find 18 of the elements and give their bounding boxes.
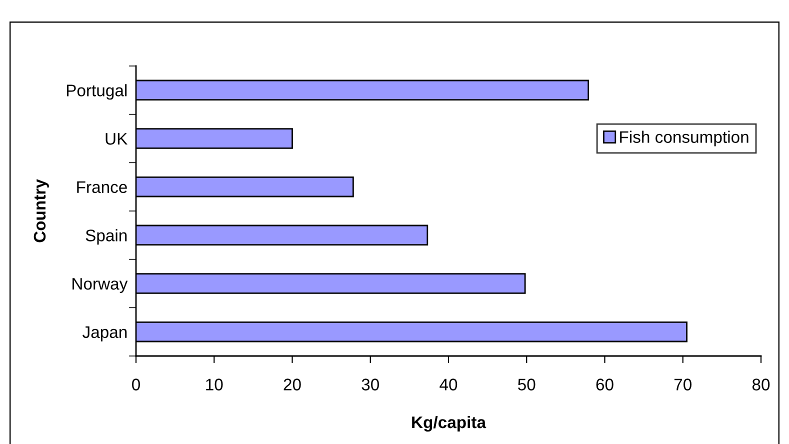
x-tick-label: 60 <box>596 378 614 390</box>
x-axis-title: Kg/capita <box>412 416 486 432</box>
y-tick-label: France <box>77 181 127 194</box>
y-tick-label: Spain <box>86 229 127 245</box>
x-tick-label: 10 <box>206 378 223 390</box>
y-tick-label: Japan <box>82 326 127 342</box>
legend-label: Fish consumption <box>620 130 748 146</box>
y-tick-label: Portugal <box>66 84 127 100</box>
x-tick-label: 40 <box>440 378 458 390</box>
x-tick-label: 30 <box>362 378 379 390</box>
x-tick-label: 20 <box>284 378 301 390</box>
x-tick-label: 50 <box>518 378 536 390</box>
x-tick-label: 70 <box>674 378 692 390</box>
x-tick-label: 80 <box>752 378 770 390</box>
y-tick-label: UK <box>106 133 128 145</box>
y-axis-title: Country <box>34 179 49 242</box>
y-tick-label: Norway <box>72 278 128 293</box>
x-tick-label: 0 <box>132 378 140 390</box>
